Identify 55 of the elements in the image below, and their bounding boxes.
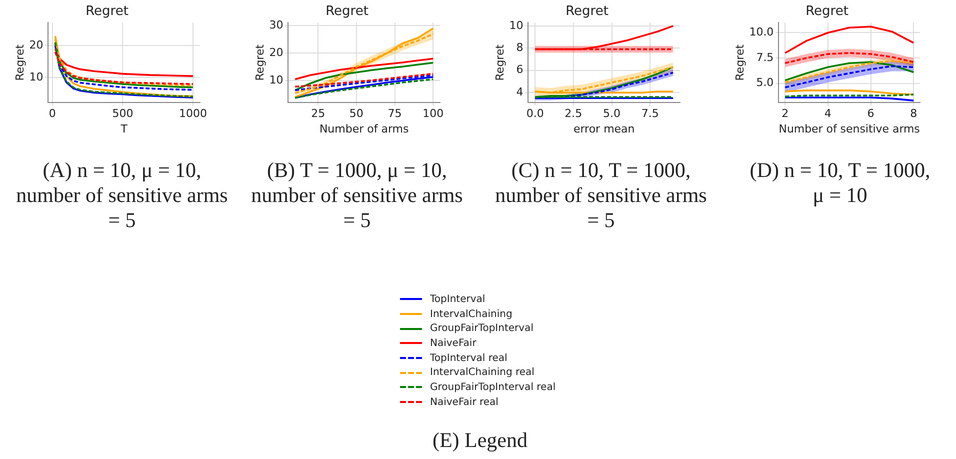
y-axis-title: Regret — [493, 44, 506, 81]
x-tick-label: 6 — [867, 107, 874, 120]
y-tick-label: 10 — [29, 70, 44, 84]
x-tick-label: 8 — [910, 107, 918, 120]
legend-label: TopInterval real — [430, 352, 508, 364]
x-tick-label: 50 — [349, 107, 364, 120]
y-tick-label: 5.0 — [756, 76, 774, 90]
text: (B) T = 1000, μ = 10, number of sensitive arms = 5 — [250, 158, 464, 233]
x-tick-label: 2 — [782, 107, 789, 120]
legend-label: TopInterval — [430, 294, 486, 305]
y-tick-label: 10 — [269, 73, 284, 86]
x-tick-label: 500 — [112, 107, 134, 120]
y-tick-label: 20 — [269, 46, 284, 59]
chart-title: Regret — [566, 4, 608, 20]
y-axis-title: Regret — [733, 44, 746, 81]
legend-label: GroupFairTopInterval real — [430, 382, 556, 393]
chart-title: Regret — [86, 4, 128, 20]
legend-label: IntervalChaining real — [430, 367, 534, 378]
y-tick-label: 6 — [516, 63, 524, 76]
text: (A) n = 10, μ = 10, number of sensitive arms = 5 — [15, 158, 229, 233]
x-tick-label: 0.0 — [526, 107, 544, 120]
text: (E) Legend — [431, 428, 529, 453]
x-axis-title: error mean — [573, 122, 635, 136]
text: (D) n = 10, T = 1000, μ = 10 — [748, 158, 932, 208]
x-axis-title: Number of arms — [319, 122, 410, 136]
chart-title: Regret — [806, 4, 848, 20]
x-axis-title: Number of sensitive arms — [778, 122, 920, 136]
legend-label: GroupFairTopInterval — [430, 323, 534, 334]
y-axis-title: Regret — [253, 44, 266, 81]
x-tick-label: 7.5 — [641, 107, 659, 120]
y-tick-label: 8 — [516, 41, 524, 54]
x-tick-label: 0 — [48, 107, 56, 120]
y-tick-label: 7.5 — [756, 50, 774, 64]
y-axis-title: Regret — [13, 44, 26, 81]
text: (C) n = 10, T = 1000, number of sensitive arms = 5 — [494, 158, 708, 233]
line-series — [784, 52, 914, 64]
legend-label: NaiveFair real — [430, 396, 498, 408]
x-tick-label: 4 — [824, 107, 832, 120]
x-axis-title: T — [120, 122, 128, 136]
y-tick-label: 20 — [29, 38, 44, 52]
x-tick-label: 100 — [422, 107, 444, 120]
chart-title: Regret — [326, 4, 368, 20]
y-tick-label: 4 — [516, 85, 524, 98]
y-tick-label: 30 — [269, 18, 284, 32]
x-tick-label: 1000 — [178, 107, 207, 120]
legend-label: NaiveFair — [430, 338, 476, 349]
y-tick-label: 10.0 — [749, 26, 774, 39]
y-tick-label: 10 — [509, 18, 524, 32]
x-tick-label: 25 — [311, 107, 326, 120]
x-tick-label: 75 — [388, 107, 402, 120]
line-series — [54, 51, 194, 85]
line-series — [294, 72, 434, 88]
legend-label: IntervalChaining — [430, 308, 512, 320]
x-tick-label: 2.5 — [564, 107, 582, 120]
x-tick-label: 5.0 — [603, 107, 621, 120]
